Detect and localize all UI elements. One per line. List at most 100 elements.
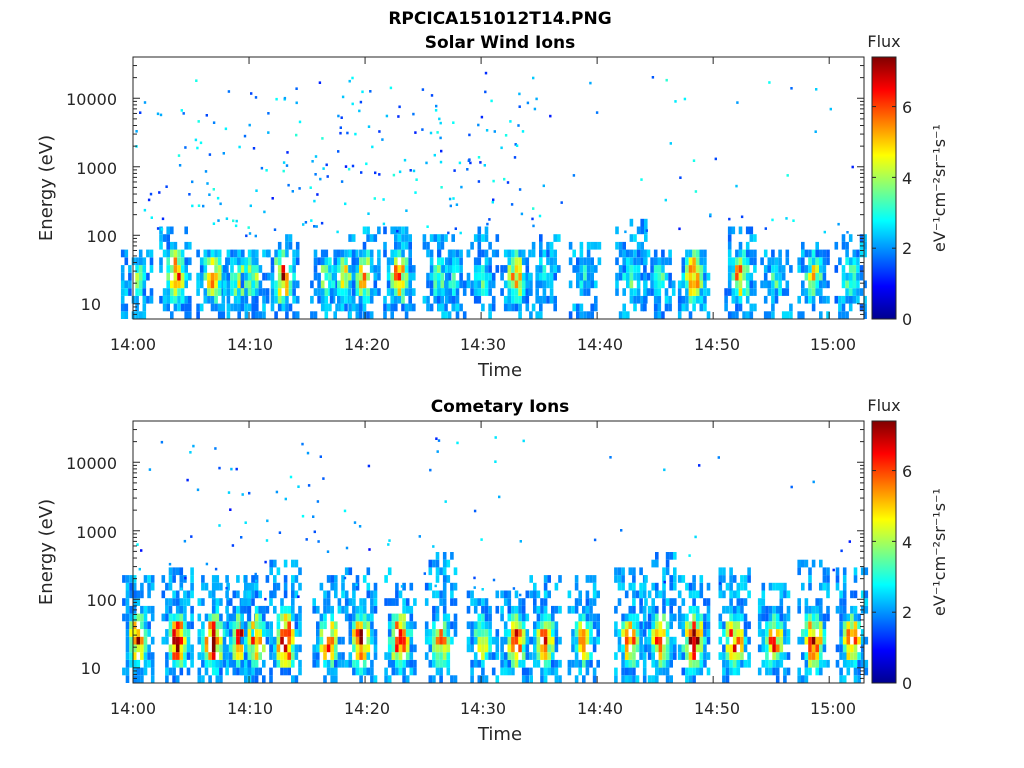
heatmap-cell [232, 659, 237, 668]
heatmap-cell [590, 303, 594, 312]
heatmap-cell [328, 265, 332, 273]
heatmap-cell [681, 303, 686, 312]
heatmap-cell [477, 257, 482, 266]
heatmap-cell [211, 575, 216, 583]
heatmap-cell [582, 605, 586, 614]
scatter-cell [235, 467, 238, 471]
heatmap-cell [244, 667, 248, 676]
heatmap-cell [477, 234, 482, 242]
heatmap-cell [735, 272, 739, 281]
heatmap-cell [735, 280, 739, 289]
heatmap-cell [500, 605, 504, 614]
heatmap-cell [811, 280, 816, 289]
heatmap-cell [355, 272, 360, 281]
heatmap-cell [170, 226, 174, 235]
heatmap-cell [244, 272, 248, 281]
heatmap-cell [543, 613, 548, 622]
heatmap-cell [681, 629, 686, 637]
heatmap-cell [779, 590, 784, 599]
scatter-cell [717, 456, 720, 459]
heatmap-cell [590, 272, 594, 281]
scatter-cell [493, 130, 496, 133]
heatmap-cell [283, 613, 288, 622]
heatmap-cell [369, 311, 374, 319]
heatmap-cell [775, 644, 780, 653]
heatmap-cell [668, 249, 672, 258]
heatmap-cell [190, 644, 194, 653]
heatmap-cell [775, 582, 780, 591]
heatmap-cell [328, 272, 332, 281]
heatmap-cell [507, 303, 512, 312]
heatmap-cell [863, 280, 867, 289]
heatmap-cell [718, 652, 723, 660]
heatmap-cell [615, 272, 619, 281]
heatmap-cell [688, 652, 693, 660]
scatter-cell [309, 186, 312, 189]
scatter-cell [477, 156, 481, 159]
heatmap-cell [518, 629, 522, 637]
heatmap-cell [632, 575, 636, 583]
heatmap-cell [558, 605, 562, 614]
heatmap-cell [422, 295, 427, 304]
heatmap-cell [811, 636, 816, 645]
heatmap-cell [747, 621, 751, 630]
heatmap-cell [312, 598, 316, 606]
heatmap-cell [514, 280, 519, 289]
heatmap-cell [162, 234, 167, 242]
heatmap-cell [586, 288, 591, 296]
heatmap-cell [244, 629, 248, 637]
scatter-cell [790, 87, 793, 90]
heatmap-cell [344, 659, 349, 668]
heatmap-cell [180, 288, 185, 296]
heatmap-cell [763, 280, 768, 289]
scatter-cell [298, 120, 302, 124]
heatmap-cell [808, 621, 812, 630]
heatmap-cell [405, 644, 410, 653]
heatmap-cell [617, 636, 622, 645]
heatmap-cell [860, 629, 865, 637]
heatmap-cell [624, 613, 629, 622]
heatmap-cell [856, 295, 860, 304]
heatmap-cell [177, 265, 181, 273]
heatmap-cell [199, 265, 204, 273]
heatmap-cell [283, 575, 288, 583]
heatmap-cell [549, 249, 554, 258]
heatmap-cell [529, 636, 533, 645]
heatmap-cell [237, 249, 241, 258]
heatmap-cell [722, 605, 726, 614]
heatmap-cell [685, 249, 689, 258]
heatmap-cell [692, 272, 696, 281]
heatmap-cell [568, 257, 573, 266]
heatmap-cell [159, 234, 163, 242]
heatmap-cell [190, 652, 194, 660]
heatmap-cell [582, 629, 586, 637]
heatmap-cell [514, 652, 519, 660]
scatter-cell [264, 560, 267, 564]
heatmap-cell [402, 605, 406, 614]
heatmap-cell [138, 257, 143, 266]
heatmap-cell [507, 629, 512, 637]
heatmap-cell [408, 241, 412, 250]
heatmap-cell [277, 295, 282, 304]
scatter-cell [678, 227, 681, 231]
heatmap-cell [653, 265, 658, 273]
heatmap-cell [688, 288, 693, 296]
heatmap-cell [551, 636, 555, 645]
heatmap-cell [180, 295, 185, 304]
heatmap-cell [732, 644, 737, 653]
heatmap-cell [179, 575, 184, 583]
scatter-cell [485, 129, 489, 132]
heatmap-cell [846, 621, 851, 630]
heatmap-cell [186, 621, 191, 630]
heatmap-cell [125, 605, 130, 614]
heatmap-cell [699, 621, 704, 630]
heatmap-cell [785, 280, 790, 289]
heatmap-cell [172, 644, 176, 653]
heatmap-cell [326, 575, 331, 583]
heatmap-cell [747, 567, 751, 576]
heatmap-cell [377, 272, 381, 281]
scatter-cell [640, 178, 643, 181]
heatmap-cell [129, 582, 133, 591]
heatmap-cell [811, 295, 816, 304]
heatmap-cell [863, 249, 867, 258]
